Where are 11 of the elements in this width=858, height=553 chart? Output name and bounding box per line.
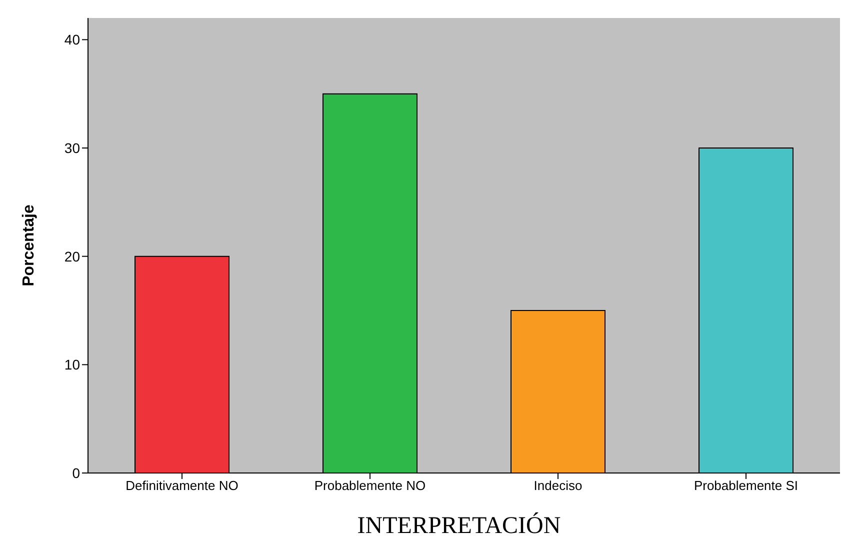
x-tick-label: Indeciso xyxy=(534,478,582,494)
y-axis-title: Porcentaje xyxy=(20,204,38,286)
x-tick-label: Probablemente SI xyxy=(694,478,798,494)
y-tick-label: 20 xyxy=(64,248,80,264)
text: INTERPRETACIÓN xyxy=(356,513,562,540)
y-tick-label: 40 xyxy=(64,32,80,48)
y-tick-label: 0 xyxy=(72,464,80,481)
y-tick-label: 10 xyxy=(64,356,80,373)
x-tick-label: Definitivamente NO xyxy=(126,478,238,494)
x-tick-label: Probablemente NO xyxy=(314,478,426,494)
y-tick-label: 30 xyxy=(64,140,80,156)
